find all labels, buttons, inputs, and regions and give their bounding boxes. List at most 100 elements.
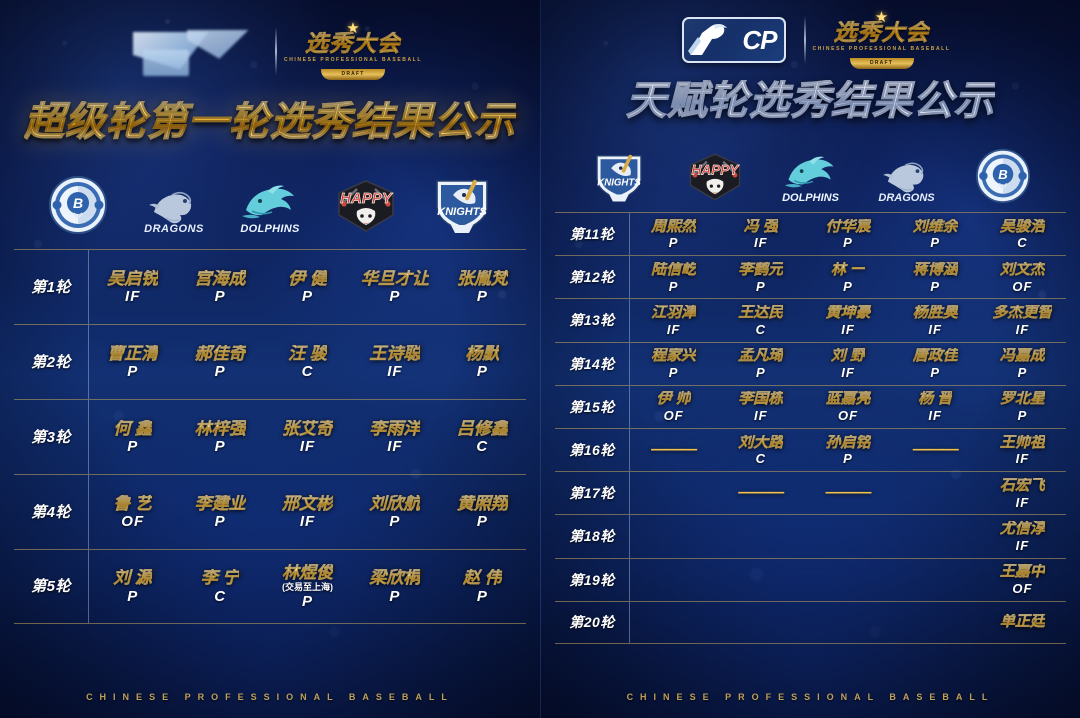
table-row: 第11轮 周熙然 P 冯 强 IF 付华宸 P 刘维余 P 吴骏浩 C <box>555 212 1066 256</box>
table-row: 第3轮何 鑫 P 林梓强 P 张艾奇 IF 李雨洋 IF 吕修鑫 C <box>14 399 526 474</box>
draft-pick-cell: 王达民 C <box>717 299 804 341</box>
team-logo-happy: HAPPY <box>323 157 409 235</box>
player-name: 华旦才让 <box>360 268 429 288</box>
draft-pick-cell: 吴启锐 IF <box>89 250 176 324</box>
round-label: 第20轮 <box>569 614 615 631</box>
player-position: IF <box>1015 451 1030 467</box>
draft-pick-cell: 黄坤豪 IF <box>804 299 891 341</box>
right-page-title: 天赋轮选秀结果公示 <box>625 79 995 123</box>
player-name: 王诗聪 <box>369 343 421 363</box>
player-name: 王嘉中 <box>999 563 1045 581</box>
draft-pick-cell: ——— <box>892 429 979 471</box>
player-name: 曹正清 <box>107 343 159 363</box>
draft-pick-cell: 刘文杰 OF <box>979 256 1066 298</box>
draft-pick-cell: 程家兴 P <box>630 343 717 385</box>
team-logo-shanghai-dragons: DRAGONS <box>131 157 217 235</box>
draft-pick-cell <box>717 515 804 557</box>
round-label: 第3轮 <box>31 428 71 446</box>
player-position: P <box>930 278 941 294</box>
round-label: 第19轮 <box>569 571 615 588</box>
player-name: 孟凡琦 <box>738 347 784 365</box>
player-position: C <box>214 587 227 605</box>
player-position: IF <box>754 235 768 251</box>
player-position: OF <box>663 408 684 424</box>
draft-pick-cell: 王诗聪 IF <box>351 325 438 399</box>
table-row: 第19轮 王嘉中 OF <box>555 557 1066 601</box>
draft-pick-cell: 周熙然 P <box>630 213 717 255</box>
draft-pick-cell: 华旦才让 P <box>351 250 438 324</box>
player-position: OF <box>1012 278 1033 294</box>
player-name: 蒋博涵 <box>912 260 958 278</box>
empty-pick-dash: ——— <box>651 441 697 459</box>
player-position: C <box>755 321 766 337</box>
player-position: P <box>214 513 226 531</box>
right-title-wrap: 天赋轮选秀结果公示 <box>541 79 1080 123</box>
player-name: 陆信屹 <box>651 260 697 278</box>
draft-pick-cell <box>804 602 891 643</box>
player-position: IF <box>387 438 403 456</box>
draft-pick-cell: 冯嘉成 P <box>979 343 1066 385</box>
right-draft-table: 第11轮 周熙然 P 冯 强 IF 付华宸 P 刘维余 P 吴骏浩 C 第12轮 陆信屹 P 李鹤元 P 林 一… <box>541 212 1080 644</box>
happy-wolf-icon: HAPPY <box>689 153 740 201</box>
svg-text:HAPPY: HAPPY <box>691 162 740 177</box>
draft-pick-cell: 林煜俊 (交易至上海) P <box>264 550 351 623</box>
draft-pick-cell <box>892 515 979 557</box>
team-label-dragons: DRAGONS <box>878 192 935 204</box>
player-name: 李建业 <box>194 493 246 513</box>
draft-pick-cell: 罗北星 P <box>979 386 1066 428</box>
draft-pick-cell <box>630 602 717 643</box>
left-page-title: 超级轮第一轮选秀结果公示 <box>23 100 516 144</box>
player-position: P <box>1017 365 1028 381</box>
player-name: 林 一 <box>830 260 866 278</box>
pick-cells: 陆信屹 P 李鹤元 P 林 一 P 蒋博涵 P 刘文杰 OF <box>629 256 1066 299</box>
draft-pick-cell: 刘 野 IF <box>804 343 891 385</box>
player-position: IF <box>841 365 855 381</box>
player-name: 程家兴 <box>651 347 697 365</box>
player-name: 刘 源 <box>113 568 153 588</box>
player-name: 冯 强 <box>743 217 779 235</box>
draft-pick-cell: 刘维余 P <box>892 213 979 255</box>
team-label-dolphins: DOLPHINS <box>240 223 300 235</box>
svg-text:B: B <box>73 195 83 211</box>
draft-pick-cell: 蓝嘉亮 OF <box>804 386 891 428</box>
batter-silhouette-icon <box>687 24 727 55</box>
player-name: 尤信淳 <box>999 520 1045 538</box>
draft-pick-cell: 郝佳奇 P <box>176 325 263 399</box>
player-position: P <box>668 278 679 294</box>
pick-cells: 何 鑫 P 林梓强 P 张艾奇 IF 李雨洋 IF 吕修鑫 C <box>88 400 526 474</box>
round-label: 第16轮 <box>569 442 615 459</box>
player-name: 吴骏浩 <box>999 217 1045 235</box>
player-position: P <box>302 592 314 610</box>
draft-pick-cell <box>630 472 717 514</box>
table-row: 第16轮 ——— 刘大路 C 孙启铭 P ——— 王帅祖 IF <box>555 427 1066 472</box>
draft-pick-cell: 宫海成 P <box>176 250 263 324</box>
pick-cells: ——— ——— 石宏飞 IF <box>629 472 1066 515</box>
draft-pick-cell: 黄照翔 P <box>439 475 526 549</box>
pick-cells: 吴启锐 IF 宫海成 P 伊 健 P 华旦才让 P 张胤梵 P <box>88 250 526 324</box>
player-name: 杨胜奥 <box>912 304 958 322</box>
pick-cells: 曹正清 P 郝佳奇 P 汪 骏 C 王诗聪 IF 杨默 P <box>88 325 526 399</box>
player-name: 李 宁 <box>200 568 240 588</box>
draft-pick-cell: 孟凡琦 P <box>717 343 804 385</box>
player-name: 孙启铭 <box>825 433 871 451</box>
team-logo-xiamen-dolphins: DOLPHINS <box>768 132 854 204</box>
player-position: IF <box>1015 321 1030 337</box>
player-position: IF <box>754 408 768 424</box>
player-position: IF <box>299 513 316 531</box>
player-position: P <box>127 438 139 456</box>
table-row: 第18轮 尤信淳 IF <box>555 514 1066 558</box>
player-name: 单正廷 <box>999 613 1045 631</box>
round-label: 第13轮 <box>569 312 615 329</box>
draft-pick-cell <box>717 559 804 601</box>
round-label: 第1轮 <box>31 278 71 296</box>
pick-cells: 鲁 艺 OF 李建业 P 邢文彬 IF 刘欣航 P 黄照翔 P <box>88 475 526 549</box>
player-name: 罗北星 <box>999 390 1045 408</box>
draft-pick-cell <box>892 472 979 514</box>
dragon-icon <box>149 191 192 224</box>
